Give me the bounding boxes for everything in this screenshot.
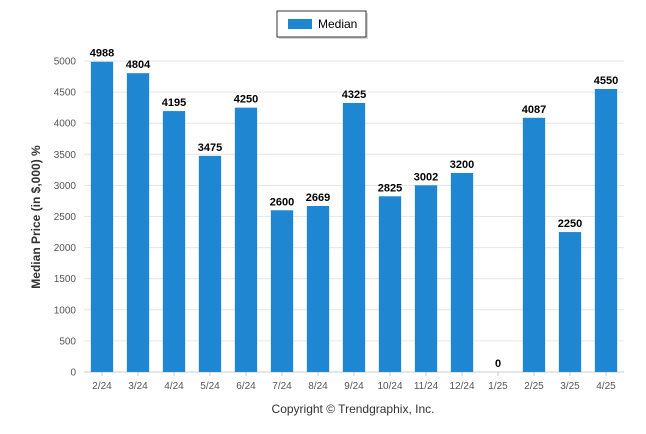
bar[interactable] (90, 61, 114, 372)
y-tick-label: 1500 (54, 274, 77, 285)
y-tick-label: 2500 (54, 212, 77, 223)
copyright-text: Copyright © Trendgraphix, Inc. (272, 402, 435, 416)
bar[interactable] (378, 196, 402, 372)
y-tick-label: 4500 (54, 88, 77, 99)
x-tick-label: 12/24 (449, 381, 474, 392)
x-tick-label: 4/25 (596, 381, 616, 392)
y-tick-label: 2000 (54, 243, 77, 254)
data-label: 3475 (198, 142, 222, 154)
y-tick-label: 5000 (54, 57, 77, 68)
data-label: 2250 (558, 218, 582, 230)
bar[interactable] (162, 111, 186, 373)
data-label: 4325 (342, 89, 366, 101)
bar[interactable] (414, 185, 438, 372)
y-axis-title: Median Price (in $,000) % (29, 145, 43, 289)
x-axis-ticks: 2/24 3/24 4/24 5/24 6/24 7/24 8/24 9/24 10/24 11/… (92, 372, 616, 392)
data-label: 4988 (90, 48, 114, 60)
x-tick-label: 8/24 (308, 381, 328, 392)
bar[interactable] (594, 88, 618, 373)
data-label: 2669 (306, 192, 330, 204)
data-label: 2825 (378, 182, 402, 194)
x-tick-label: 1/25 (488, 381, 508, 392)
bar[interactable] (342, 102, 366, 373)
y-tick-label: 0 (70, 368, 76, 379)
data-label: 4195 (162, 97, 186, 109)
data-label: 4804 (126, 59, 151, 71)
bar[interactable] (234, 107, 258, 373)
legend[interactable]: Median (276, 10, 368, 39)
data-label: 0 (495, 358, 501, 370)
x-tick-label: 2/24 (92, 381, 112, 392)
x-tick-label: 3/24 (128, 381, 148, 392)
x-tick-label: 9/24 (344, 381, 364, 392)
bar[interactable] (270, 210, 294, 372)
x-tick-label: 6/24 (236, 381, 256, 392)
y-axis-ticks: 0 500 1000 1500 2000 2500 3000 3500 4000 4500 5000 (54, 57, 77, 379)
bar[interactable] (522, 117, 546, 372)
bar[interactable] (558, 232, 582, 372)
data-labels: 4988 4804 4195 3475 4250 2600 2669 4325 2825 3002… (90, 48, 618, 370)
y-tick-label: 4000 (54, 119, 77, 130)
data-label: 3002 (414, 171, 438, 183)
y-tick-label: 3000 (54, 181, 77, 192)
legend-label-median: Median (318, 17, 357, 31)
x-tick-label: 3/25 (560, 381, 580, 392)
data-label: 2600 (270, 196, 294, 208)
y-tick-label: 500 (59, 336, 76, 347)
data-label: 4550 (594, 75, 618, 87)
bar[interactable] (450, 172, 474, 372)
data-label: 4087 (522, 104, 546, 116)
x-tick-label: 10/24 (377, 381, 402, 392)
x-tick-label: 5/24 (200, 381, 220, 392)
x-tick-label: 7/24 (272, 381, 292, 392)
data-label: 4250 (234, 94, 258, 106)
x-tick-label: 11/24 (414, 381, 439, 392)
bar[interactable] (306, 205, 330, 372)
bar[interactable] (126, 73, 150, 373)
data-label: 3200 (450, 159, 474, 171)
bars (90, 61, 618, 373)
y-tick-label: 3500 (54, 150, 77, 161)
bar[interactable] (198, 155, 222, 372)
x-tick-label: 2/25 (524, 381, 544, 392)
x-tick-label: 4/24 (164, 381, 184, 392)
legend-swatch (288, 19, 312, 29)
y-tick-label: 1000 (54, 305, 77, 316)
